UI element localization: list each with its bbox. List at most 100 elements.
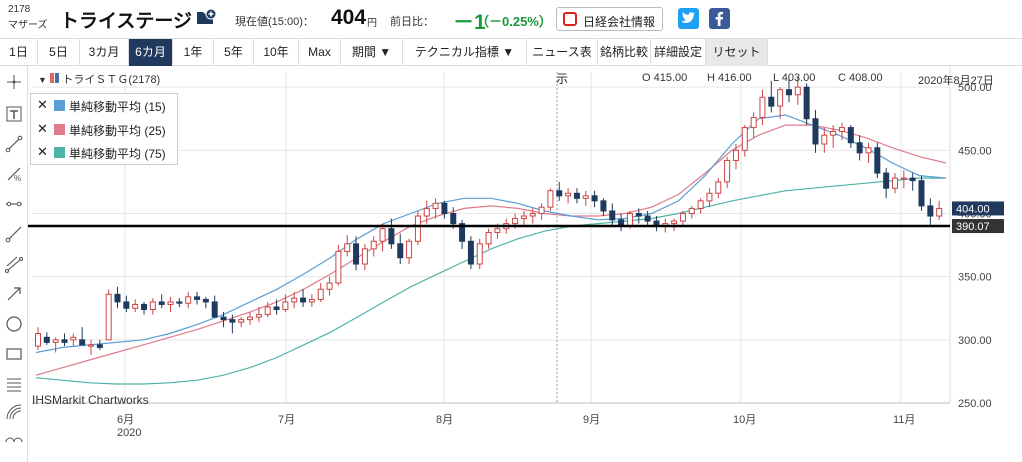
candle-body (724, 159, 731, 183)
fan-icon[interactable] (4, 402, 24, 422)
series-line-ma25 (35, 124, 947, 376)
toolbar-item-5[interactable]: 5年 (214, 39, 254, 66)
candle-body (88, 344, 95, 347)
candle-body (679, 212, 686, 222)
toolbar-item-12[interactable]: 詳細設定 (651, 39, 706, 66)
toolbar-item-9[interactable]: テクニカル指標 ▼ (403, 39, 527, 66)
series-line-ma15 (35, 114, 947, 354)
year-label: 2020 (117, 427, 141, 439)
price-chart[interactable]: 500.00450.00400.00350.00300.00250.006月7月… (28, 66, 1022, 462)
trendline-icon[interactable] (4, 134, 24, 154)
candle-body (883, 172, 890, 189)
date-value: 2020年8月27日 (918, 75, 994, 87)
legend-label[interactable]: 単純移動平均 (75) (69, 147, 166, 161)
toolbar-item-13[interactable]: リセット (706, 39, 768, 66)
candle-body (697, 200, 704, 209)
candle-body (167, 301, 174, 305)
ray-line-icon[interactable] (4, 224, 24, 244)
remove-icon[interactable]: ✕ (37, 121, 48, 136)
candle-body (229, 319, 236, 323)
legend-label[interactable]: 単純移動平均 (15) (69, 100, 166, 114)
crosshair-icon[interactable] (4, 72, 24, 92)
collapse-icon[interactable]: ▼ (38, 75, 50, 85)
twitter-icon[interactable] (678, 8, 699, 29)
toolbar-item-11[interactable]: 銘柄比較 (598, 39, 651, 66)
horizontal-line-icon[interactable] (4, 194, 24, 214)
price-unit: 円 (367, 18, 377, 29)
candle-body (591, 195, 598, 202)
symbol-color-marker (50, 73, 55, 83)
current-price-label: 404.00 (956, 203, 990, 215)
text-tool-icon[interactable] (4, 104, 24, 124)
candle-body (821, 134, 828, 145)
candle-body (644, 215, 651, 222)
candle-body (609, 210, 616, 221)
candle-body (308, 298, 315, 303)
candle-body (317, 288, 324, 300)
candle-body (194, 296, 201, 300)
legend-label[interactable]: 単純移動平均 (25) (69, 124, 166, 138)
candle-body (300, 297, 307, 303)
candle-body (485, 231, 492, 245)
toolbar-item-8[interactable]: 期間 ▼ (341, 39, 403, 66)
toolbar-item-6[interactable]: 10年 (254, 39, 299, 66)
fibonacci-icon[interactable] (4, 374, 24, 394)
candle-body (467, 240, 474, 265)
arrow-icon[interactable] (4, 284, 24, 304)
candle-body (61, 339, 68, 343)
candle-body (185, 296, 192, 304)
current-price-badge (952, 201, 1004, 216)
stock-name: トライステージ (60, 11, 193, 32)
toolbar-item-10[interactable]: ニュース表示 (527, 39, 598, 86)
percent-line-icon[interactable]: % (4, 164, 24, 184)
candle-body (538, 206, 545, 214)
candle-body (335, 250, 342, 284)
candle-body (176, 301, 183, 304)
candle-body (379, 228, 386, 242)
candle-body (353, 243, 360, 265)
cycle-icon[interactable] (4, 428, 24, 448)
current-price: 404 (331, 6, 367, 29)
candle-body (600, 200, 607, 212)
toolbar-item-7[interactable]: Max (299, 39, 341, 66)
line-price-label: 390.07 (956, 221, 990, 233)
nikkei-company-info-button[interactable]: 日経会社情報 (556, 7, 663, 31)
facebook-icon[interactable] (709, 8, 730, 29)
y-tick-label: 250.00 (958, 398, 992, 410)
toolbar-item-3[interactable]: 6カ月 (129, 39, 173, 66)
candle-body (291, 297, 298, 303)
candle-body (830, 130, 837, 136)
remove-icon[interactable]: ✕ (37, 97, 48, 112)
channel-icon[interactable] (4, 254, 24, 274)
line-price-badge (952, 219, 1004, 234)
candle-body (414, 215, 421, 242)
symbol-label: トライＳＴＧ(2178) (62, 74, 161, 86)
candle-body (520, 215, 527, 220)
candle-body (96, 344, 103, 348)
toolbar-item-1[interactable]: 5日 (38, 39, 80, 66)
candle-body (149, 301, 156, 311)
candle-body (874, 147, 881, 174)
candle-body (397, 243, 404, 259)
candle-body (273, 306, 280, 311)
candle-body (794, 86, 801, 96)
candle-body (132, 303, 139, 309)
rectangle-icon[interactable] (4, 344, 24, 364)
open-value: O 415.00 (642, 72, 688, 84)
candle-body (423, 207, 430, 217)
x-tick-label: 11月 (893, 414, 915, 426)
toolbar-item-2[interactable]: 3カ月 (80, 39, 129, 66)
toolbar-item-0[interactable]: 1日 (0, 39, 38, 66)
x-tick-label: 7月 (278, 414, 295, 426)
folder-add-icon[interactable] (196, 9, 216, 25)
circle-icon[interactable] (4, 314, 24, 334)
candle-body (565, 192, 572, 197)
toolbar-item-4[interactable]: 1年 (173, 39, 214, 66)
candle-body (785, 89, 792, 96)
candle-body (759, 96, 766, 118)
candle-body (838, 127, 845, 132)
candle-body (264, 306, 271, 316)
remove-icon[interactable]: ✕ (37, 144, 48, 159)
candle-body (812, 118, 819, 145)
candle-body (344, 243, 351, 252)
